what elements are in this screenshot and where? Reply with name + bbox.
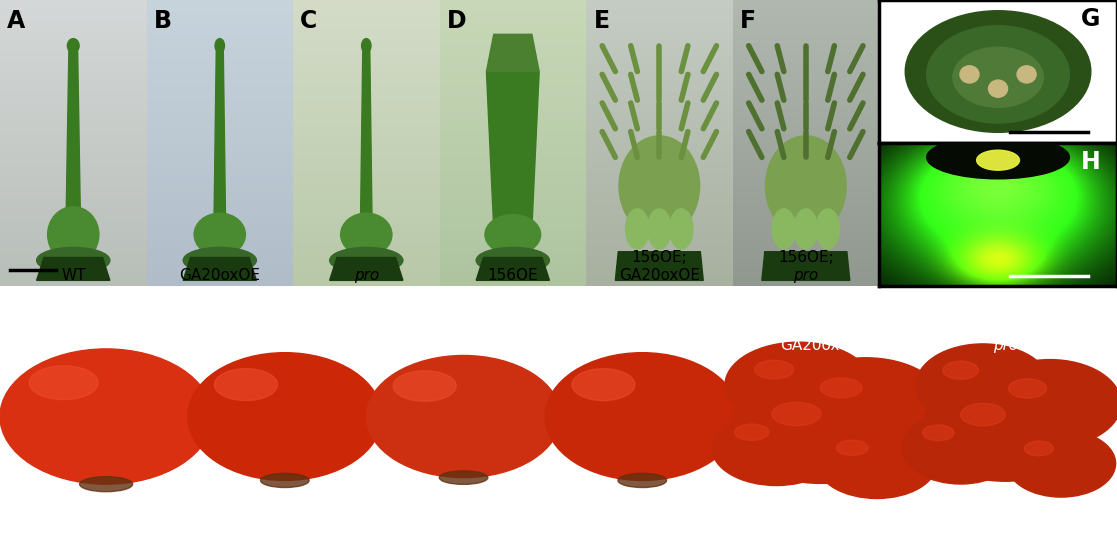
Ellipse shape [1009,379,1047,398]
Ellipse shape [923,425,954,441]
Ellipse shape [787,358,944,449]
Ellipse shape [916,344,1050,427]
Polygon shape [37,258,109,281]
Text: pro: pro [451,307,476,322]
Ellipse shape [476,247,550,273]
Ellipse shape [626,209,649,249]
Text: C: C [300,9,317,33]
Ellipse shape [728,376,914,484]
Ellipse shape [194,213,246,256]
Ellipse shape [188,353,382,480]
Polygon shape [486,72,540,229]
Text: 156OE;: 156OE; [977,307,1033,322]
Text: 156OE;: 156OE; [793,307,849,322]
Ellipse shape [362,39,371,53]
Polygon shape [330,258,403,281]
Ellipse shape [669,209,693,249]
Ellipse shape [1024,441,1053,456]
Ellipse shape [968,146,1028,174]
Ellipse shape [927,136,1069,179]
Ellipse shape [1018,66,1037,83]
Text: D: D [447,9,467,33]
Ellipse shape [817,428,937,498]
Polygon shape [66,51,80,229]
Ellipse shape [37,247,109,273]
Ellipse shape [29,366,98,400]
Text: H: H [1080,150,1100,174]
Ellipse shape [922,378,1089,481]
Ellipse shape [953,47,1043,107]
Ellipse shape [927,26,1069,123]
Ellipse shape [1006,430,1116,497]
Ellipse shape [837,440,868,456]
Ellipse shape [943,361,978,379]
Text: WT: WT [94,307,118,322]
Ellipse shape [341,213,392,256]
Ellipse shape [0,349,212,484]
Ellipse shape [712,410,841,486]
Text: I: I [8,294,17,318]
Ellipse shape [765,136,846,236]
Ellipse shape [794,209,818,249]
Polygon shape [615,252,704,281]
Ellipse shape [485,214,541,254]
Ellipse shape [48,207,99,263]
Ellipse shape [545,353,739,480]
Text: pro: pro [993,338,1018,353]
Ellipse shape [903,412,1020,484]
Text: pro: pro [793,267,819,283]
Ellipse shape [572,369,634,400]
Ellipse shape [183,247,257,273]
Ellipse shape [905,11,1091,132]
Ellipse shape [772,209,795,249]
Text: GA20oxOE: GA20oxOE [619,267,700,283]
Text: A: A [8,9,26,33]
Ellipse shape [725,342,872,428]
Ellipse shape [976,150,1020,170]
Ellipse shape [214,369,277,400]
Ellipse shape [67,39,79,53]
Text: pro: pro [354,267,379,283]
Polygon shape [361,51,372,229]
Ellipse shape [820,378,862,398]
Text: F: F [739,9,756,33]
Text: 156OE: 156OE [617,307,668,322]
Ellipse shape [961,403,1005,426]
Ellipse shape [960,66,978,83]
Text: 156OE: 156OE [487,267,538,283]
Ellipse shape [648,209,671,249]
Ellipse shape [216,39,225,53]
Ellipse shape [772,402,821,426]
Text: 156OE;: 156OE; [777,251,833,265]
Polygon shape [476,258,550,281]
Polygon shape [486,34,540,72]
Ellipse shape [735,424,768,440]
Ellipse shape [79,476,133,492]
Ellipse shape [989,80,1008,97]
Ellipse shape [817,209,840,249]
Ellipse shape [439,471,488,485]
Ellipse shape [260,473,309,487]
Text: WT: WT [61,267,86,283]
Text: E: E [593,9,610,33]
Ellipse shape [754,360,794,379]
Text: B: B [154,9,172,33]
Text: GA20oxOE: GA20oxOE [245,307,325,322]
Text: GA20oxOE: GA20oxOE [179,267,260,283]
Polygon shape [214,51,226,229]
Ellipse shape [619,136,699,236]
Text: 156OE;: 156OE; [631,251,687,265]
Polygon shape [183,258,257,281]
Polygon shape [762,252,850,281]
Ellipse shape [366,356,561,478]
Text: G: G [1081,7,1100,31]
Ellipse shape [330,247,403,273]
Ellipse shape [978,359,1117,447]
Ellipse shape [618,473,667,487]
Text: GA20oxOE: GA20oxOE [781,338,861,353]
Ellipse shape [393,371,456,401]
